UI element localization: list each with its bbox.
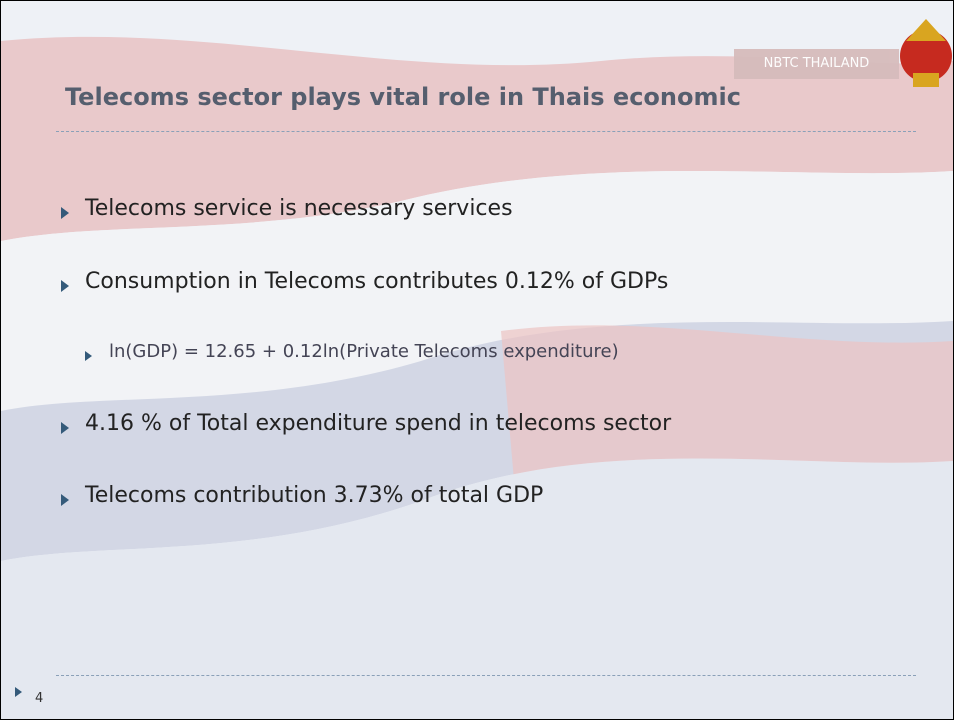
bullet-marker [61,207,69,219]
bullet-marker [61,494,69,506]
org-tag: NBTC THAILAND [734,49,899,79]
bullet-marker [61,422,69,434]
bullet: Telecoms contribution 3.73% of total GDP [85,483,544,508]
emblem [900,19,952,87]
page-number: 4 [35,691,44,706]
slide-title: Telecoms sector plays vital role in Thai… [65,83,741,111]
bullet: 4.16 % of Total expenditure spend in tel… [85,411,672,436]
bullet-marker [85,351,92,361]
bullet: Telecoms service is necessary services [85,196,513,221]
footer-marker [15,687,22,697]
title-rule [56,131,916,132]
sub-bullet: ln(GDP) = 12.65 + 0.12ln(Private Telecom… [109,341,619,362]
bullet: Consumption in Telecoms contributes 0.12… [85,269,669,294]
footer-rule [56,675,916,676]
bullet-marker [61,280,69,292]
